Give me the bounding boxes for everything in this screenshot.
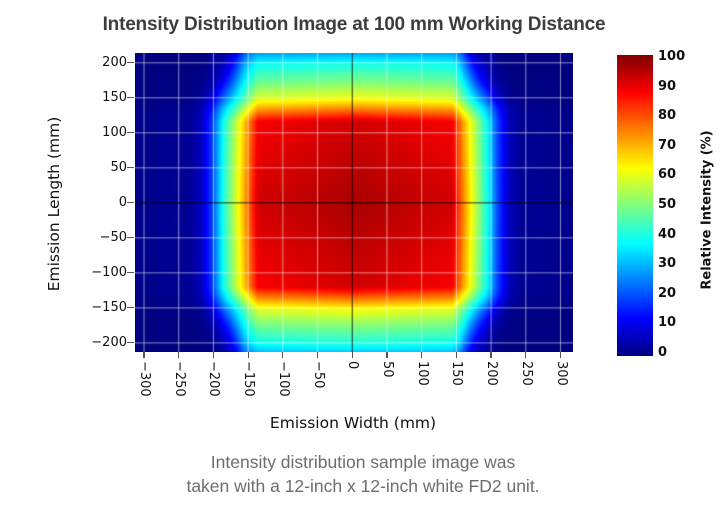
- colorbar-tick-label: 100: [658, 49, 686, 64]
- colorbar-tick-label: 50: [658, 197, 677, 212]
- colorbar-tick-label: 10: [658, 315, 677, 331]
- plot-area: [135, 53, 573, 352]
- x-tick-mark: [421, 352, 423, 358]
- x-tick-label: 50: [379, 361, 395, 378]
- x-tick-label: 150: [449, 361, 465, 386]
- y-tick-label: −50: [99, 229, 127, 245]
- x-tick-mark: [178, 352, 180, 358]
- heatmap-canvas: [135, 53, 573, 352]
- x-tick-mark: [559, 352, 562, 358]
- x-tick-label: 250: [518, 361, 534, 386]
- x-tick-label: 100: [414, 361, 430, 386]
- x-tick-mark: [351, 352, 353, 358]
- y-tick-label: −200: [91, 334, 127, 350]
- y-tick-label: 200: [102, 54, 127, 70]
- y-tick-label: 100: [102, 124, 127, 140]
- y-tick-mark: [127, 272, 134, 274]
- colorbar-tick-label: 20: [658, 285, 677, 301]
- x-tick-mark: [143, 352, 145, 358]
- x-tick-label: −200: [206, 361, 222, 397]
- colorbar-gradient: [617, 55, 653, 356]
- y-tick-mark: [127, 307, 134, 309]
- colorbar-tick-label: 80: [658, 108, 677, 124]
- x-tick-mark: [386, 352, 388, 358]
- colorbar-tick-label: 30: [658, 256, 677, 272]
- colorbar-tick-label: 70: [658, 137, 677, 153]
- colorbar-tick-label: 40: [658, 226, 677, 242]
- y-axis-title: Emission Length (mm): [45, 116, 63, 292]
- x-tick-label: 0: [345, 361, 361, 370]
- colorbar-tick-label: 0: [658, 345, 668, 360]
- y-tick-mark: [127, 97, 134, 99]
- caption-line-2: taken with a 12-inch x 12-inch white FD2…: [186, 475, 540, 496]
- y-tick-mark: [127, 237, 134, 239]
- x-tick-label: −150: [241, 361, 257, 397]
- x-axis-title: Emission Width (mm): [269, 414, 437, 432]
- x-tick-label: −50: [310, 361, 326, 389]
- y-tick-label: −150: [91, 299, 127, 315]
- y-tick-mark: [127, 202, 134, 204]
- x-tick-mark: [525, 352, 527, 358]
- y-tick-label: 50: [110, 159, 127, 175]
- y-tick-mark: [127, 342, 134, 344]
- x-tick-mark: [212, 352, 215, 358]
- chart-title: Intensity Distribution Image at 100 mm W…: [102, 14, 606, 35]
- colorbar-tick-label: 60: [658, 167, 677, 183]
- x-tick-label: −100: [275, 361, 291, 397]
- x-tick-label: 300: [553, 361, 569, 386]
- y-tick-label: −100: [91, 264, 127, 280]
- x-tick-label: −250: [171, 361, 187, 397]
- x-tick-mark: [282, 352, 284, 358]
- x-tick-mark: [316, 352, 319, 358]
- x-tick-mark: [490, 352, 492, 358]
- y-tick-label: 150: [102, 89, 127, 105]
- y-tick-mark: [127, 62, 134, 64]
- y-tick-mark: [127, 132, 134, 134]
- x-tick-mark: [247, 352, 249, 358]
- x-tick-mark: [455, 352, 457, 358]
- x-tick-label: 200: [484, 361, 500, 386]
- colorbar-tick-label: 90: [658, 78, 677, 94]
- x-tick-label: −300: [137, 361, 153, 397]
- figure-caption: Intensity distribution sample image was …: [0, 451, 726, 498]
- y-tick-mark: [127, 167, 134, 169]
- y-tick-label: 0: [118, 194, 127, 210]
- caption-line-1: Intensity distribution sample image was: [210, 452, 516, 472]
- colorbar-title: Relative Intensity (%): [699, 130, 715, 290]
